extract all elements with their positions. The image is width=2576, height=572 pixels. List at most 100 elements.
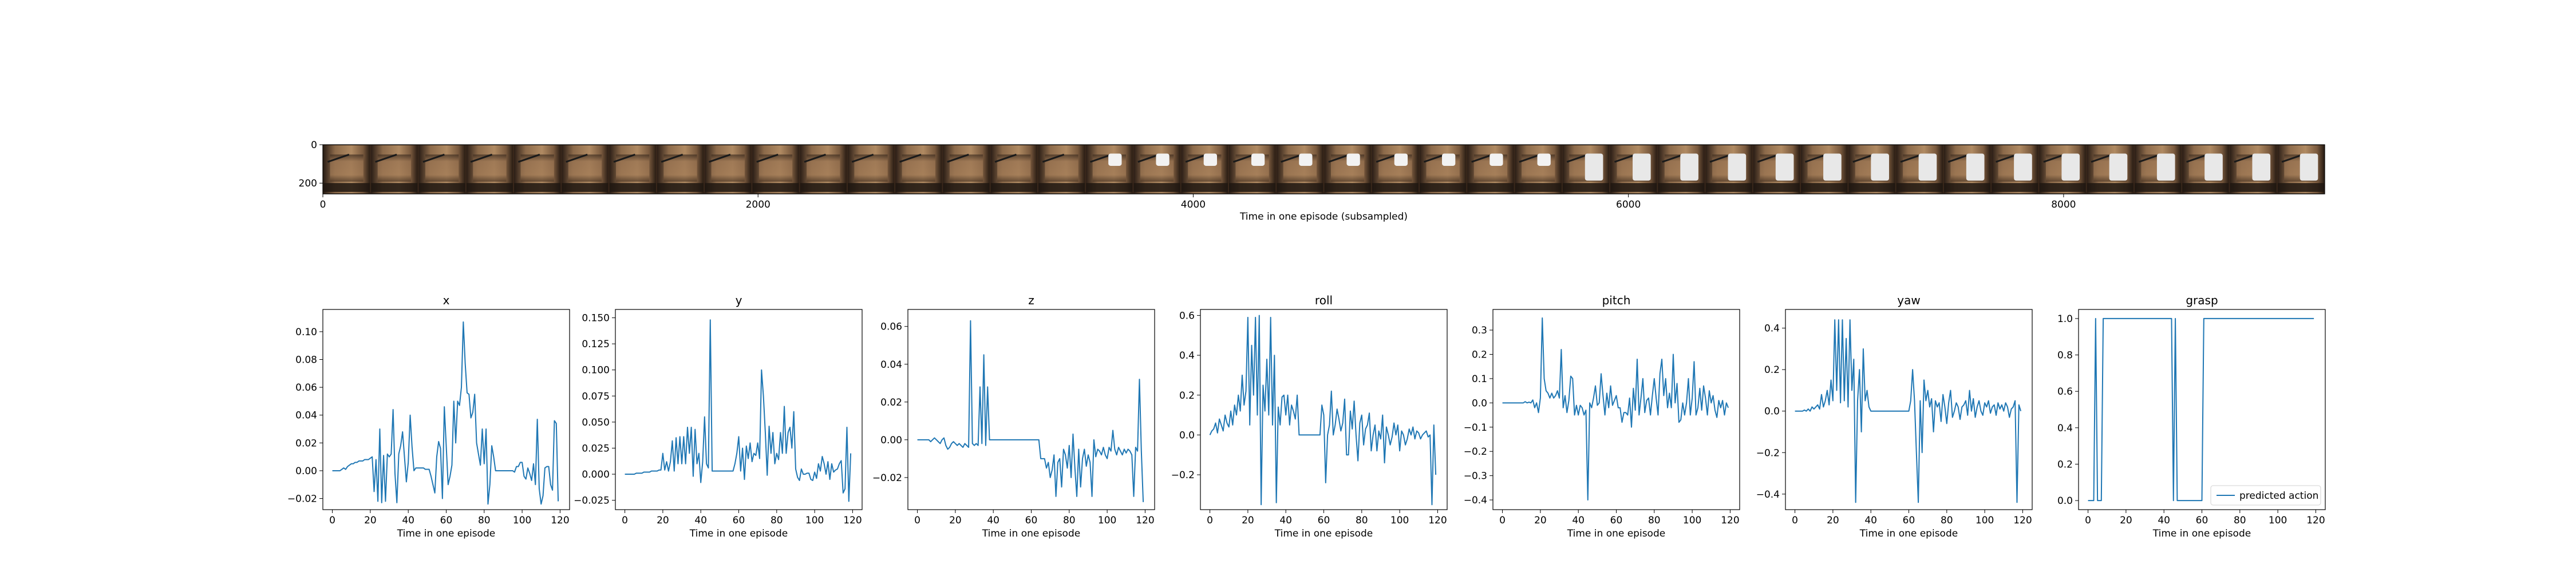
chart-pitch: pitch 0 20 40 60 80 100 120 −0.4 −0.3 −0.2 −0.1 0.0 0…: [1464, 293, 1740, 539]
filmstrip-xlabel: Time in one episode (subsampled): [1239, 211, 1408, 223]
x-tick-label: 100: [805, 515, 824, 526]
y-tick-label: 0.06: [880, 321, 902, 333]
y-tick-label: 1.0: [2057, 313, 2073, 325]
x-tick-label: 40: [694, 515, 707, 526]
x-tick-label: 120: [2013, 515, 2032, 526]
chart-z: z 0 20 40 60 80 100 120 −0.02 0.00 0.02 0.04 0.06 Tim…: [872, 293, 1155, 539]
y-tick-label: 0.10: [295, 327, 317, 338]
chart-title: yaw: [1897, 293, 1920, 307]
action-charts: x0 20 40 60 80 100 120−0.020.000.020.040.060.0…: [287, 293, 2326, 539]
y-tick-label: 0.1: [1472, 374, 1487, 385]
chart-title: roll: [1315, 293, 1333, 307]
x-tick-label: 0: [1207, 515, 1213, 526]
plot-area: [1493, 309, 1740, 510]
y-tick-label: 0.02: [295, 438, 317, 449]
chart-xlabel: Time in one episode: [2152, 528, 2251, 539]
y-tick-label: 0.4: [1764, 323, 1780, 335]
x-tick-label: 40: [1572, 515, 1585, 526]
y-tick-label: −0.4: [1464, 495, 1487, 506]
x-tick-label: 20: [657, 515, 669, 526]
x-tick-label: 0: [2085, 515, 2091, 526]
episode-frame: [895, 145, 942, 193]
x-tick-label: 0: [320, 199, 326, 210]
y-tick-label: −0.3: [1464, 471, 1487, 482]
chart-xlabel: Time in one episode: [1567, 528, 1665, 539]
episode-frame: [562, 145, 609, 193]
x-tick-label: 100: [513, 515, 531, 526]
y-tick-label: 0.2: [2057, 459, 2073, 470]
x-tick-label: 6000: [1616, 199, 1641, 210]
x-tick-label: 0: [1499, 515, 1506, 526]
episode-frame: [466, 145, 513, 193]
x-tick-label: 100: [1976, 515, 1994, 526]
chart-xlabel: Time in one episode: [689, 528, 788, 539]
y-tick-label: 0.4: [2057, 423, 2073, 434]
episode-frame: [609, 145, 656, 193]
y-tick-label: 0.4: [1179, 350, 1195, 362]
y-tick-label: −0.2: [1171, 470, 1195, 481]
episode-frame: [1228, 145, 1276, 193]
x-tick-label: 80: [1356, 515, 1368, 526]
chart-title: z: [1028, 293, 1034, 307]
y-tick-label: 0.100: [582, 365, 610, 376]
y-tick-label: 0.075: [582, 391, 610, 402]
x-tick-label: 80: [1063, 515, 1076, 526]
x-tick-label: 120: [1721, 515, 1739, 526]
x-tick-label: 8000: [2051, 199, 2076, 210]
series-line-predicted-action: [1795, 319, 2022, 503]
x-tick-label: 40: [402, 515, 414, 526]
x-tick-label: 40: [2158, 515, 2170, 526]
x-tick-label: 60: [733, 515, 745, 526]
episode-frame: [1086, 145, 1133, 193]
x-tick-label: 0: [1792, 515, 1798, 526]
x-tick-label: 40: [987, 515, 999, 526]
plot-area: [615, 309, 862, 510]
y-tick-label: 0.0: [1472, 398, 1487, 409]
episode-frame: [2134, 145, 2182, 193]
x-tick-label: 60: [1025, 515, 1038, 526]
episode-frame: [752, 145, 799, 193]
episode-frame: [2039, 145, 2086, 193]
x-tick-label: 0: [622, 515, 628, 526]
plot-area: [908, 309, 1155, 510]
x-tick-label: 120: [1428, 515, 1447, 526]
x-tick-label: 60: [2196, 515, 2208, 526]
chart-xlabel: Time in one episode: [1859, 528, 1958, 539]
series-line-predicted-action: [625, 319, 852, 502]
chart-xlabel: Time in one episode: [982, 528, 1080, 539]
x-tick-label: 80: [478, 515, 491, 526]
y-tick-label: −0.02: [872, 472, 902, 484]
y-tick-label: 0.0: [1764, 406, 1780, 418]
y-tick-label: 0.04: [880, 359, 902, 371]
episode-frame: [943, 145, 990, 193]
plot-area: [323, 309, 570, 510]
episode-frame: [1943, 145, 1991, 193]
x-tick-label: 120: [2306, 515, 2325, 526]
episode-frame: [371, 145, 418, 193]
y-tick-label: 200: [299, 178, 317, 189]
episode-frame: [1420, 145, 1467, 193]
chart-title: y: [736, 293, 742, 307]
episode-frame: [705, 145, 752, 193]
x-tick-label: 100: [2269, 515, 2287, 526]
y-tick-label: 0.3: [1472, 325, 1487, 336]
episode-frame: [1705, 145, 1752, 193]
x-tick-label: 2000: [746, 199, 771, 210]
x-tick-label: 40: [1864, 515, 1877, 526]
episode-frame: [1038, 145, 1085, 193]
episode-frame: [1133, 145, 1180, 193]
episode-frame: [1372, 145, 1419, 193]
x-tick-label: 20: [364, 515, 377, 526]
episode-frames-image: [323, 145, 2325, 194]
y-tick-label: −0.025: [574, 495, 610, 507]
y-tick-label: −0.02: [287, 494, 317, 505]
x-tick-label: 20: [1534, 515, 1547, 526]
episode-frame: [1277, 145, 1323, 193]
x-tick-label: 80: [2234, 515, 2246, 526]
chart-x: x 0 20 40 60 80 100 120 −0.02 0.00 0.02 0.04 0.06 0.0…: [287, 293, 570, 539]
x-tick-label: 60: [1318, 515, 1330, 526]
x-tick-label: 80: [1941, 515, 1953, 526]
episode-frame: [1467, 145, 1514, 193]
